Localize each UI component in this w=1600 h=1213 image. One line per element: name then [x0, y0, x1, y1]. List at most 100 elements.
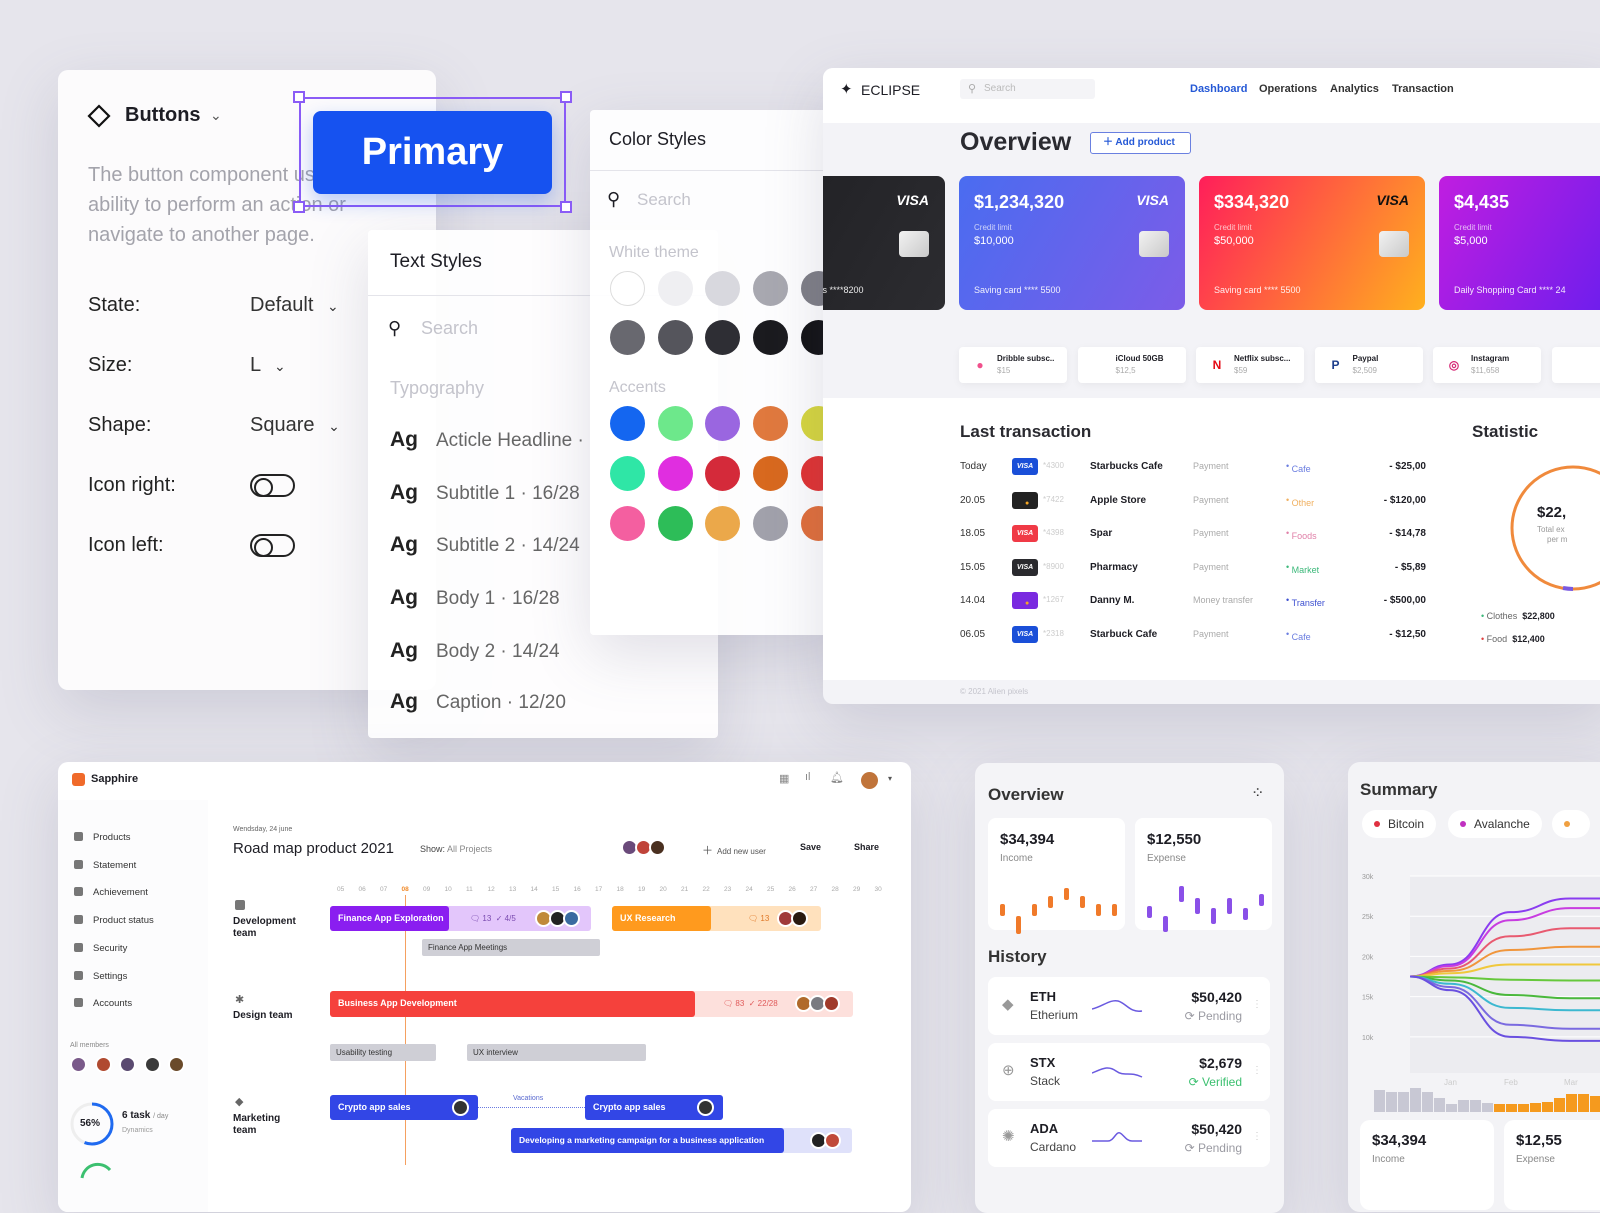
state-select[interactable]: Default ⌄	[250, 294, 339, 317]
search-input[interactable]: ⚲ Search	[960, 79, 1095, 99]
color-swatch[interactable]	[610, 271, 645, 306]
sidebar-item-statement[interactable]: Statement	[74, 859, 136, 871]
save-button[interactable]: Save	[800, 842, 822, 852]
task-bar[interactable]: UX interview	[467, 1044, 646, 1061]
add-product-button[interactable]: ＋ Add product	[1090, 132, 1191, 154]
subscription-card[interactable]: N Netflix subsc... $59	[1196, 347, 1304, 383]
chevron-down-icon[interactable]: ▾	[888, 774, 893, 783]
member-avatar[interactable]	[70, 1056, 87, 1073]
color-swatch[interactable]	[705, 271, 740, 306]
color-swatch[interactable]	[658, 320, 693, 355]
resize-handle[interactable]	[293, 201, 305, 213]
add-user-button[interactable]: ＋ Add new user	[702, 845, 766, 857]
text-style-item[interactable]: Ag Subtitle 1 · 16/28	[390, 481, 580, 505]
task-bar[interactable]: Finance App Meetings	[422, 939, 600, 956]
history-row[interactable]: ◆ ETH Etherium $50,420 ⟳ Pending ⋮	[988, 977, 1270, 1035]
text-style-item[interactable]: Ag Caption · 12/20	[390, 690, 566, 714]
color-swatch[interactable]	[658, 406, 693, 441]
color-swatch[interactable]	[610, 456, 645, 491]
resize-handle[interactable]	[560, 201, 572, 213]
resize-handle[interactable]	[293, 91, 305, 103]
subscription-card[interactable]: ● Dribble subsc.. $15	[959, 347, 1067, 383]
nav-operations[interactable]: Operations	[1259, 83, 1318, 95]
color-swatch[interactable]	[705, 406, 740, 441]
user-avatar[interactable]	[861, 772, 878, 789]
search-input[interactable]: Search	[421, 318, 479, 338]
color-swatch[interactable]	[753, 506, 788, 541]
grid-icon[interactable]: ⁘	[1251, 785, 1265, 802]
color-swatch[interactable]	[705, 456, 740, 491]
credit-card[interactable]: VISA enses ****8200	[823, 176, 945, 310]
color-swatch[interactable]	[610, 320, 645, 355]
sidebar-item-product-status[interactable]: Product status	[74, 915, 154, 926]
member-avatar[interactable]	[143, 1056, 161, 1073]
history-row[interactable]: ✺ ADA Cardano $50,420 ⟳ Pending ⋮	[988, 1109, 1270, 1167]
subscription-card[interactable]: iCloud 50GB $12,5	[1077, 347, 1186, 383]
color-swatch[interactable]	[753, 271, 788, 306]
color-swatch[interactable]	[610, 406, 645, 441]
shape-select[interactable]: Square ⌄	[250, 414, 340, 437]
chart-icon[interactable]: ıl	[805, 771, 811, 783]
project-filter[interactable]: Show: All Projects	[420, 844, 493, 854]
more-icon[interactable]: ⋮	[1252, 1065, 1262, 1076]
primary-button[interactable]: Primary	[313, 111, 552, 194]
transaction-row[interactable]: 20.05 ● *7422 Apple Store Payment • Othe…	[960, 491, 1430, 512]
credit-card[interactable]: $4,435 Credit limit $5,000 Daily Shopping…	[1439, 176, 1600, 310]
resize-handle[interactable]	[560, 91, 572, 103]
transaction-row[interactable]: 06.05 VISA *2318 Starbuck Cafe Payment •…	[960, 626, 1430, 646]
color-swatch[interactable]	[753, 406, 788, 441]
size-select[interactable]: L ⌄	[250, 354, 286, 377]
color-swatch[interactable]	[658, 456, 693, 491]
subscription-card[interactable]: P Paypal $2,509	[1314, 347, 1423, 383]
color-swatch[interactable]	[658, 271, 693, 306]
nav-dashboard[interactable]: Dashboard	[1190, 83, 1248, 95]
task-bar[interactable]: Developing a marketing campaign for a bu…	[511, 1128, 784, 1153]
subscription-card[interactable]	[1552, 347, 1600, 383]
task-bar[interactable]: Business App Development	[330, 991, 695, 1017]
chevron-down-icon[interactable]: ⌄	[210, 107, 222, 123]
sidebar-item-accounts[interactable]: Accounts	[74, 998, 132, 1009]
transaction-row[interactable]: 18.05 VISA *4398 Spar Payment • Foods - …	[960, 525, 1430, 545]
chip-avalanche[interactable]: Avalanche	[1448, 810, 1542, 838]
sidebar-item-achievement[interactable]: Achievement	[74, 887, 148, 898]
color-swatch[interactable]	[610, 506, 645, 541]
task-bar[interactable]: UX Research	[612, 906, 711, 931]
search-input[interactable]: Search	[637, 190, 691, 209]
more-icon[interactable]: ⋮	[1252, 999, 1262, 1010]
task-bar[interactable]: Finance App Exploration	[330, 906, 449, 931]
transaction-row[interactable]: 15.05 VISA *8900 Pharmacy Payment • Mark…	[960, 558, 1430, 579]
credit-card[interactable]: $334,320 VISA Credit limit $50,000 Saving…	[1199, 176, 1425, 310]
transaction-row[interactable]: 14.04 ● *1267 Danny M. Money transfer • …	[960, 592, 1430, 612]
member-avatar[interactable]	[94, 1056, 112, 1073]
share-button[interactable]: Share	[854, 842, 880, 852]
color-swatch[interactable]	[705, 506, 740, 541]
grid-icon[interactable]: ▦	[779, 773, 790, 785]
icon-right-toggle[interactable]	[250, 474, 295, 497]
sidebar-item-products[interactable]: Products	[74, 832, 131, 843]
text-style-item[interactable]: Ag Subtitle 2 · 14/24	[390, 533, 580, 557]
color-swatch[interactable]	[753, 320, 788, 355]
color-swatch[interactable]	[658, 506, 693, 541]
visa-icon: VISA	[1012, 525, 1038, 543]
history-row[interactable]: ⊕ STX Stack $2,679 ⟳ Verified ⋮	[988, 1043, 1270, 1101]
task-bar[interactable]: Usability testing	[330, 1044, 436, 1061]
bell-icon[interactable]: 🔔︎	[830, 772, 844, 784]
more-icon[interactable]: ⋮	[1252, 1131, 1262, 1142]
sidebar-item-settings[interactable]: Settings	[74, 970, 127, 982]
member-avatar[interactable]	[168, 1056, 185, 1073]
text-style-item[interactable]: Ag Body 1 · 16/28	[390, 586, 560, 610]
text-style-item[interactable]: Ag Acticle Headline ·	[390, 428, 584, 452]
nav-analytics[interactable]: Analytics	[1330, 83, 1379, 95]
color-swatch[interactable]	[705, 320, 740, 355]
sidebar-item-security[interactable]: Security	[74, 942, 127, 954]
nav-transaction[interactable]: Transaction	[1392, 83, 1454, 95]
member-avatar[interactable]	[119, 1056, 136, 1073]
color-swatch[interactable]	[753, 456, 788, 491]
chip-bitcoin[interactable]: Bitcoin	[1362, 810, 1437, 838]
chip-other[interactable]	[1552, 810, 1590, 838]
icon-left-toggle[interactable]	[250, 534, 295, 557]
transaction-row[interactable]: Today VISA *4300 Starbucks Cafe Payment …	[960, 458, 1430, 478]
credit-card[interactable]: $1,234,320 VISA Credit limit $10,000 Savi…	[959, 176, 1185, 310]
text-style-item[interactable]: Ag Body 2 · 14/24	[390, 639, 560, 663]
subscription-card[interactable]: ◎ Instagram $11,658	[1433, 347, 1541, 383]
